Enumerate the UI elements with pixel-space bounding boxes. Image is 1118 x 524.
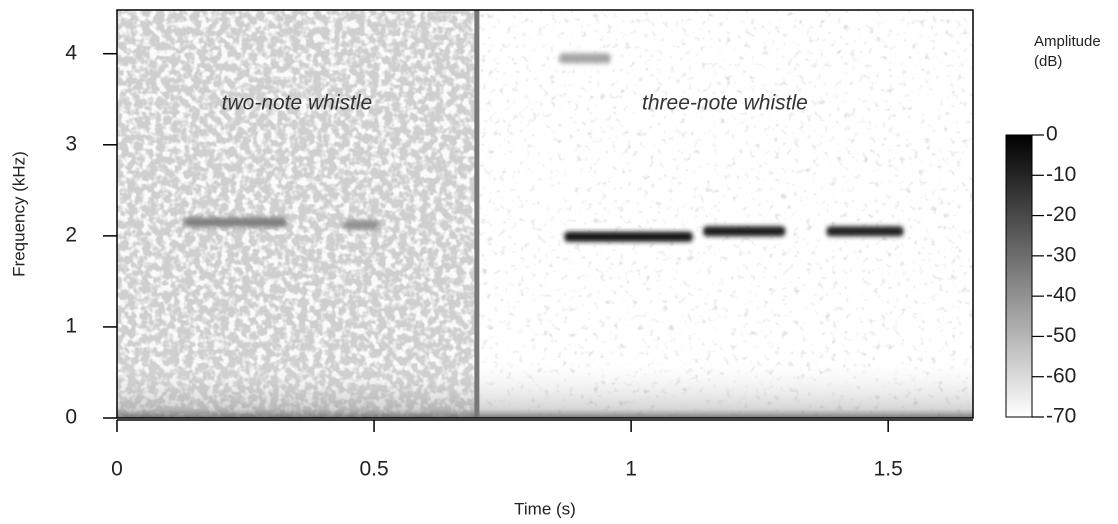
colorbar-title: Amplitude	[1034, 33, 1101, 50]
segment-label: two-note whistle	[222, 91, 373, 114]
colorbar-tick-label: -70	[1046, 405, 1076, 428]
y-axis-label: Frequency (kHz)	[9, 151, 28, 277]
colorbar-title: (dB)	[1034, 53, 1062, 70]
colorbar-tick-label: -30	[1046, 243, 1076, 266]
whistle-note	[564, 231, 693, 242]
x-tick-label: 0	[111, 458, 123, 481]
low-frequency-band	[476, 358, 973, 418]
plot-frame	[116, 9, 974, 419]
colorbar-tick-label: -10	[1046, 163, 1076, 186]
y-tick-label: 1	[65, 314, 77, 337]
low-frequency-band	[117, 358, 477, 418]
y-tick-label: 3	[65, 132, 77, 155]
colorbar-tick-label: 0	[1046, 123, 1058, 146]
x-axis-label: Time (s)	[514, 499, 576, 518]
whistle-note	[826, 226, 904, 237]
noise	[117, 10, 477, 418]
x-tick-label: 1	[625, 458, 637, 481]
whistle-note	[343, 219, 380, 230]
y-tick-label: 2	[65, 223, 77, 246]
colorbar-tick-label: -20	[1046, 203, 1076, 226]
noise	[476, 10, 973, 418]
colorbar	[1005, 134, 1033, 418]
colorbar-tick-label: -40	[1046, 284, 1076, 307]
whistle-note	[183, 217, 287, 228]
whistle-note	[559, 53, 611, 64]
whistle-note	[703, 226, 786, 237]
y-tick-label: 0	[65, 406, 77, 429]
x-tick-label: 0.5	[359, 458, 388, 481]
x-tick-label: 1.5	[874, 458, 903, 481]
segment-label: three-note whistle	[642, 91, 808, 114]
colorbar-tick-label: -50	[1046, 324, 1076, 347]
y-tick-label: 4	[65, 41, 77, 64]
colorbar-tick-label: -60	[1046, 364, 1076, 387]
